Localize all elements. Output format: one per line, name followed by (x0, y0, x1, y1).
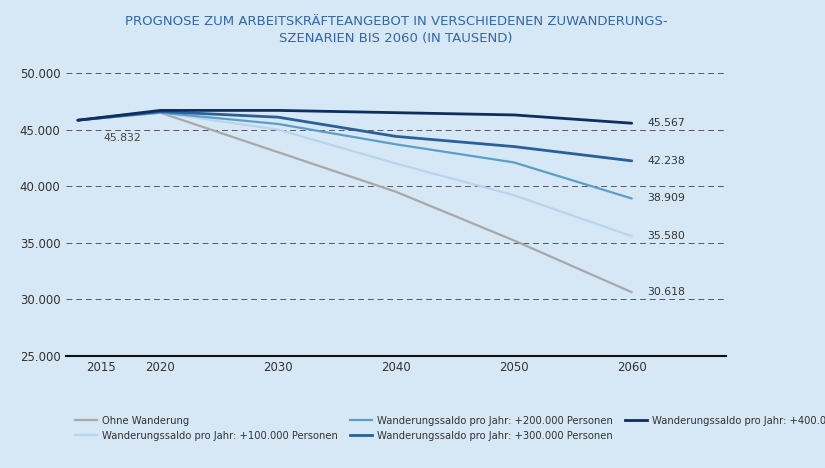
Text: 45.567: 45.567 (647, 118, 685, 128)
Text: 35.580: 35.580 (647, 231, 685, 241)
Legend: Ohne Wanderung, Wanderungssaldo pro Jahr: +100.000 Personen, Wanderungssaldo pro: Ohne Wanderung, Wanderungssaldo pro Jahr… (71, 411, 825, 445)
Text: 42.238: 42.238 (647, 156, 685, 166)
Text: 45.832: 45.832 (104, 133, 141, 143)
Title: PROGNOSE ZUM ARBEITSKRÄFTEANGEBOT IN VERSCHIEDENEN ZUWANDERUNGS-
SZENARIEN BIS 2: PROGNOSE ZUM ARBEITSKRÄFTEANGEBOT IN VER… (125, 15, 667, 45)
Text: 30.618: 30.618 (647, 287, 685, 297)
Text: 38.909: 38.909 (647, 193, 685, 204)
